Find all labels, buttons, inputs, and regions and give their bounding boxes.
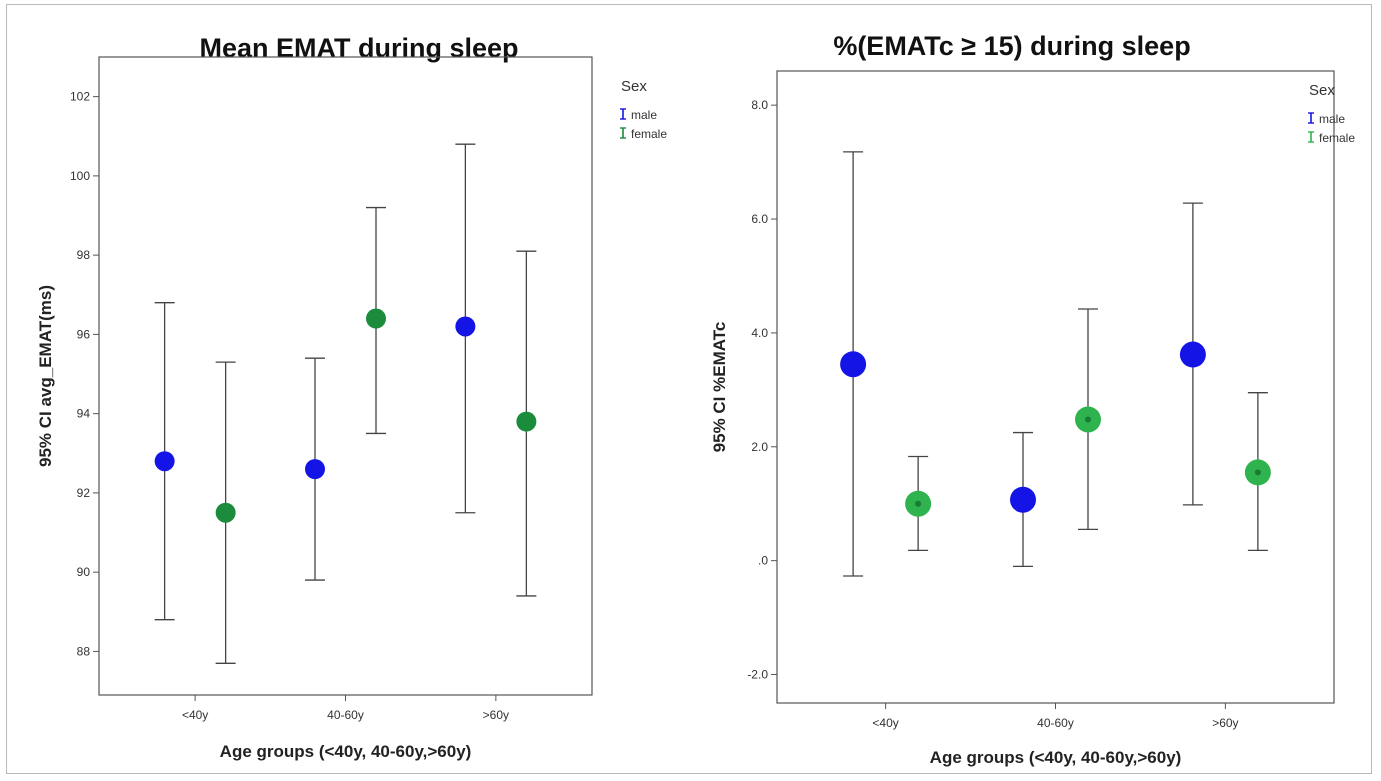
y-tick-label: 102 <box>70 90 90 104</box>
y-tick-label: 2.0 <box>751 440 768 454</box>
x-axis-title: Age groups (<40y, 40-60y,>60y) <box>930 748 1182 767</box>
legend-label-male: male <box>631 108 657 122</box>
legend-label-female: female <box>1319 131 1355 145</box>
x-axis-title: Age groups (<40y, 40-60y,>60y) <box>220 742 472 761</box>
plot-area <box>776 70 1335 704</box>
legend-label-female: female <box>631 127 667 141</box>
mean-center-dot <box>1085 416 1091 423</box>
chart-panel-ematc-percent: %(EMATc ≥ 15) during sleep -2.0 .0 2.0 4.0 6.… <box>710 31 1355 767</box>
mean-center-dot <box>1254 469 1261 476</box>
figure-frame: Mean EMAT during sleep 88 90 92 94 96 98 100 102… <box>6 4 1372 774</box>
x-tick-label: >60y <box>1212 716 1238 730</box>
y-tick-label: 6.0 <box>751 212 768 226</box>
mean-marker-male <box>154 451 175 472</box>
y-axis-title: 95% CI %EMATc <box>710 322 729 453</box>
legend-title: Sex <box>1309 82 1335 99</box>
mean-marker-female <box>516 411 537 432</box>
y-tick-label: 96 <box>77 327 91 341</box>
mean-marker-male <box>1179 341 1206 368</box>
x-tick-label: >60y <box>483 708 509 722</box>
chart-panel-mean-emat: Mean EMAT during sleep 88 90 92 94 96 98 100 102… <box>36 33 667 761</box>
mean-marker-male <box>305 459 325 480</box>
mean-marker-male <box>455 316 476 337</box>
mean-center-dot <box>915 500 922 507</box>
legend-title: Sex <box>621 78 647 95</box>
chart-title: %(EMATc ≥ 15) during sleep <box>833 31 1190 61</box>
mean-marker-female <box>215 502 236 523</box>
y-tick-label: 100 <box>70 169 90 183</box>
y-tick-label: 4.0 <box>751 326 768 340</box>
y-tick-label: 94 <box>77 407 91 421</box>
x-tick-label: <40y <box>872 716 898 730</box>
y-tick-label: 8.0 <box>751 98 768 112</box>
mean-marker-female <box>366 308 386 329</box>
figure-canvas: Mean EMAT during sleep 88 90 92 94 96 98 100 102… <box>36 31 1355 767</box>
y-tick-label: 98 <box>77 248 91 262</box>
chart-title: Mean EMAT during sleep <box>199 33 518 63</box>
y-tick-label: 88 <box>77 644 91 658</box>
x-tick-label: 40-60y <box>1037 716 1074 730</box>
y-tick-label: -2.0 <box>747 668 768 682</box>
y-tick-label: 90 <box>77 565 91 579</box>
plot-area <box>98 56 593 696</box>
y-axis-title: 95% CI avg_EMAT(ms) <box>36 285 55 467</box>
mean-marker-male <box>840 351 867 378</box>
mean-marker-male <box>1010 486 1036 513</box>
x-tick-label: <40y <box>182 708 208 722</box>
y-tick-label: 92 <box>77 486 91 500</box>
legend-label-male: male <box>1319 112 1345 126</box>
x-tick-label: 40-60y <box>327 708 364 722</box>
y-tick-label: .0 <box>758 554 768 568</box>
